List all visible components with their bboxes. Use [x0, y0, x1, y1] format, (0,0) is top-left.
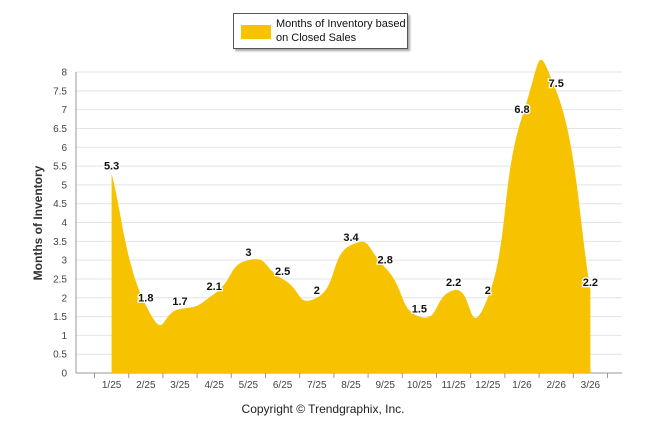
x-tick-label-6-25: 6/25	[273, 380, 293, 391]
data-labels: 5.3 1.8 1.7 2.1 3 2.5 2 3.4 2.8 1.5 2.2 2 6.8 7.5 2.2	[103, 77, 600, 317]
x-tick-label-3-25: 3/25	[170, 380, 190, 391]
legend-label-line-2: on Closed Sales	[276, 32, 357, 44]
y-tick-label-4: 4	[61, 218, 67, 229]
area-series-fill	[111, 59, 591, 374]
y-tick-label-0.5: 0.5	[53, 350, 67, 361]
x-tick-label-10-25: 10/25	[407, 380, 432, 391]
y-tick-label-4.5: 4.5	[53, 199, 67, 210]
y-tick-label-7.5: 7.5	[53, 86, 67, 97]
legend[interactable]: Months of Inventory based on Closed Sale…	[233, 13, 408, 49]
data-label-4-25: 2.1	[207, 281, 222, 293]
y-tick-label-3.5: 3.5	[53, 237, 67, 248]
y-tick-label-7: 7	[61, 105, 67, 116]
y-tick-label-6: 6	[61, 143, 67, 154]
data-label-7-25: 2	[314, 285, 320, 297]
y-tick-label-6.5: 6.5	[53, 124, 67, 135]
y-tick-label-2.5: 2.5	[53, 274, 67, 285]
y-tick-labels: 0 0.5 1 1.5 2 2.5 3 3.5 4 4.5 5 5.5 6 6.5 7 7.5 8	[53, 68, 67, 380]
data-label-2-26: 7.5	[549, 78, 564, 90]
data-label-1-26: 6.8	[514, 104, 529, 116]
data-label-5-25: 3	[245, 247, 251, 259]
y-tick-label-8: 8	[61, 68, 67, 79]
x-tick-label-1-26: 1/26	[512, 380, 532, 391]
data-label-9-25: 2.8	[378, 255, 393, 267]
y-tick-label-2: 2	[61, 293, 67, 304]
x-tick-label-7-25: 7/25	[307, 380, 327, 391]
copyright-footer: Copyright © Trendgraphix, Inc.	[241, 402, 405, 416]
data-label-8-25: 3.4	[343, 232, 359, 244]
y-axis-title: Months of Inventory	[31, 165, 45, 280]
x-tick-label-1-25: 1/25	[102, 380, 122, 391]
x-tick-label-12-25: 12/25	[475, 380, 500, 391]
x-tick-label-11-25: 11/25	[441, 380, 466, 391]
y-tick-label-1.5: 1.5	[53, 312, 67, 323]
legend-swatch	[241, 25, 271, 39]
y-tick-label-5.5: 5.5	[53, 162, 67, 173]
data-label-10-25: 1.5	[412, 304, 427, 316]
x-tick-label-4-25: 4/25	[204, 380, 224, 391]
area-series	[111, 59, 591, 374]
x-tick-label-8-25: 8/25	[341, 380, 361, 391]
data-label-12-25: 2	[485, 285, 491, 297]
data-label-1-25: 5.3	[104, 161, 119, 173]
x-tick-label-5-25: 5/25	[239, 380, 259, 391]
y-tick-label-5: 5	[61, 180, 67, 191]
x-tick-label-2-26: 2/26	[546, 380, 566, 391]
data-label-3-26: 2.2	[583, 277, 598, 289]
y-tick-label-0: 0	[61, 369, 67, 380]
y-tick-label-3: 3	[61, 256, 67, 267]
x-tick-labels: 1/25 2/25 3/25 4/25 5/25 6/25 7/25 8/25 9/25 10/2…	[102, 380, 601, 391]
x-tick-label-9-25: 9/25	[375, 380, 395, 391]
data-label-6-25: 2.5	[275, 266, 290, 278]
x-tick-label-2-25: 2/25	[136, 380, 156, 391]
data-label-11-25: 2.2	[446, 277, 461, 289]
legend-label: Months of Inventory based on Closed Sale…	[276, 17, 406, 45]
legend-label-line-1: Months of Inventory based	[276, 18, 406, 30]
x-tick-label-3-26: 3/26	[581, 380, 601, 391]
data-label-3-25: 1.7	[172, 296, 187, 308]
data-label-2-25: 1.8	[138, 292, 153, 304]
y-tick-label-1: 1	[61, 331, 67, 342]
